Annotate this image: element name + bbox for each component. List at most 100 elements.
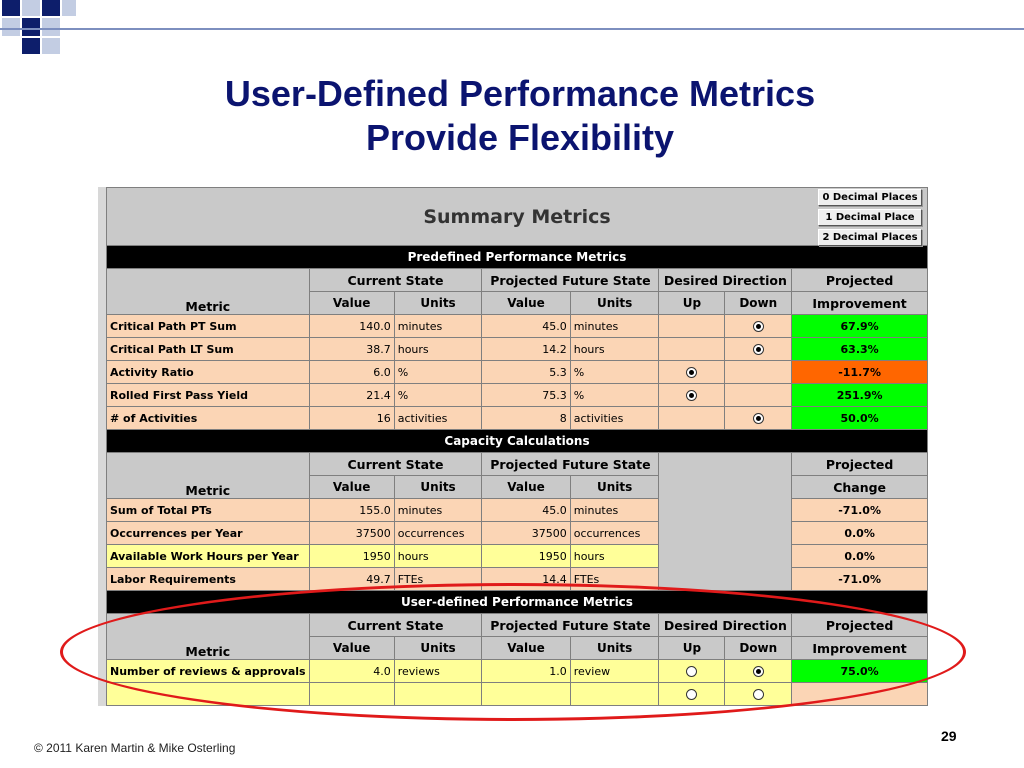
copyright: © 2011 Karen Martin & Mike Osterling: [34, 741, 236, 755]
future-units[interactable]: activities: [569, 406, 660, 430]
metric-name[interactable]: # of Activities: [106, 406, 310, 430]
slide-title: User-Defined Performance Metrics Provide…: [120, 72, 920, 160]
direction-down-cell[interactable]: [724, 360, 793, 384]
direction-down-radio[interactable]: [752, 344, 764, 355]
metric-name[interactable]: Rolled First Pass Yield: [106, 383, 310, 407]
future-units[interactable]: %: [569, 383, 660, 407]
direction-up-radio[interactable]: [686, 367, 698, 378]
future-value[interactable]: 14.2: [481, 337, 571, 361]
projected-change: -71.0%: [791, 498, 928, 522]
predefined-section-title: Predefined Performance Metrics: [106, 245, 928, 269]
units-header: Units: [393, 291, 483, 315]
change-header: Change: [791, 475, 928, 499]
direction-down-cell[interactable]: [724, 406, 793, 430]
current-state-header: Current State: [308, 452, 483, 476]
current-units[interactable]: %: [393, 360, 483, 384]
direction-down-cell[interactable]: [724, 314, 793, 338]
projected-improvement: 63.3%: [791, 337, 928, 361]
table-row: Available Work Hours per Year 1950 hours 19…: [106, 544, 928, 568]
current-units[interactable]: activities: [393, 406, 483, 430]
direction-up-cell[interactable]: [658, 337, 726, 361]
current-value[interactable]: 16: [308, 406, 395, 430]
direction-down-radio[interactable]: [752, 413, 764, 424]
direction-down-cell[interactable]: [724, 337, 793, 361]
future-units[interactable]: minutes: [569, 498, 660, 522]
metric-name[interactable]: Critical Path PT Sum: [106, 314, 310, 338]
value-header: Value: [481, 291, 571, 315]
projected-improvement: 251.9%: [791, 383, 928, 407]
projected-future-state-header: Projected Future State: [481, 452, 660, 476]
current-units[interactable]: minutes: [393, 314, 483, 338]
direction-up-radio[interactable]: [686, 390, 698, 401]
future-value[interactable]: 1950: [481, 544, 571, 568]
spreadsheet: Summary Metrics Predefined Performance Me…: [98, 187, 928, 706]
current-units[interactable]: occurrences: [393, 521, 483, 545]
current-units[interactable]: hours: [393, 544, 483, 568]
summary-title: Summary Metrics: [106, 187, 928, 246]
current-value[interactable]: 1950: [308, 544, 395, 568]
direction-up-cell[interactable]: [658, 406, 726, 430]
projected-change: 0.0%: [791, 521, 928, 545]
table-row: Occurrences per Year 37500 occurrences 3750…: [106, 521, 928, 545]
value-header: Value: [308, 475, 395, 499]
table-row: Sum of Total PTs 155.0 minutes 45.0 minutes -…: [106, 498, 928, 522]
metric-name[interactable]: Sum of Total PTs: [106, 498, 310, 522]
corner-square-4: [62, 0, 76, 16]
current-value[interactable]: 155.0: [308, 498, 395, 522]
metric-name[interactable]: Critical Path LT Sum: [106, 337, 310, 361]
future-value[interactable]: 8: [481, 406, 571, 430]
value-header: Value: [481, 475, 571, 499]
future-units[interactable]: hours: [569, 337, 660, 361]
current-units[interactable]: %: [393, 383, 483, 407]
slide-title-line1: User-Defined Performance Metrics: [224, 73, 816, 114]
current-value[interactable]: 38.7: [308, 337, 395, 361]
projected-improvement: 67.9%: [791, 314, 928, 338]
corner-square-2: [22, 0, 40, 16]
future-units[interactable]: %: [569, 360, 660, 384]
empty-gray-block: [658, 452, 793, 591]
metric-name[interactable]: Occurrences per Year: [106, 521, 310, 545]
direction-up-cell[interactable]: [658, 314, 726, 338]
current-value[interactable]: 49.7: [308, 567, 395, 591]
summary-metrics-table: Summary Metrics Predefined Performance Me…: [106, 187, 928, 706]
zero-decimal-places-button[interactable]: 0 Decimal Places: [818, 189, 922, 206]
one-decimal-place-button[interactable]: 1 Decimal Place: [818, 209, 922, 226]
projected-improvement: -11.7%: [791, 360, 928, 384]
slide-title-line2: Provide Flexibility: [365, 117, 675, 158]
future-units[interactable]: occurrences: [569, 521, 660, 545]
future-value[interactable]: 45.0: [481, 314, 571, 338]
current-units[interactable]: hours: [393, 337, 483, 361]
future-value[interactable]: 5.3: [481, 360, 571, 384]
future-value[interactable]: 75.3: [481, 383, 571, 407]
two-decimal-places-button[interactable]: 2 Decimal Places: [818, 229, 922, 246]
decimal-buttons: 0 Decimal Places 1 Decimal Place 2 Decim…: [818, 187, 926, 249]
direction-up-cell[interactable]: [658, 383, 726, 407]
current-value[interactable]: 6.0: [308, 360, 395, 384]
future-units[interactable]: hours: [569, 544, 660, 568]
up-header: Up: [658, 291, 726, 315]
metric-name[interactable]: Activity Ratio: [106, 360, 310, 384]
direction-up-cell[interactable]: [658, 360, 726, 384]
current-value[interactable]: 140.0: [308, 314, 395, 338]
capacity-section-title: Capacity Calculations: [106, 429, 928, 453]
metric-name[interactable]: Available Work Hours per Year: [106, 544, 310, 568]
current-value[interactable]: 21.4: [308, 383, 395, 407]
page-number: 29: [941, 728, 957, 744]
projected-change: 0.0%: [791, 544, 928, 568]
corner-square-8: [22, 38, 40, 54]
future-value[interactable]: 37500: [481, 521, 571, 545]
corner-square-7: [42, 18, 60, 36]
metric-column-header: Metric: [106, 268, 310, 315]
current-units[interactable]: minutes: [393, 498, 483, 522]
direction-down-cell[interactable]: [724, 383, 793, 407]
metric-name[interactable]: Labor Requirements: [106, 567, 310, 591]
future-value[interactable]: 45.0: [481, 498, 571, 522]
current-value[interactable]: 37500: [308, 521, 395, 545]
corner-square-5: [2, 18, 20, 36]
direction-down-radio[interactable]: [752, 321, 764, 332]
future-units[interactable]: minutes: [569, 314, 660, 338]
corner-square-6: [22, 18, 40, 36]
table-row: # of Activities 16 activities 8 activities 50…: [106, 406, 928, 430]
table-row: Rolled First Pass Yield 21.4% 75.3% 251.9%: [106, 383, 928, 407]
table-row: Critical Path PT Sum 140.0 minutes 45.0 minu…: [106, 314, 928, 338]
